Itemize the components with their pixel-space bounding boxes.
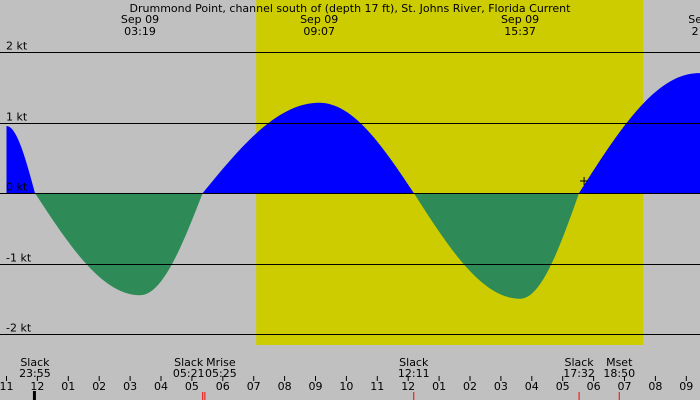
x-tick-label: 08 xyxy=(278,380,292,393)
sun-event-marker xyxy=(32,391,36,400)
x-tick-label: 07 xyxy=(618,380,632,393)
x-tick-label: 05 xyxy=(556,380,570,393)
ebb-area-1 xyxy=(34,193,203,296)
x-tick-label: 06 xyxy=(587,380,601,393)
label-layer: Drummond Point, channel south of (depth … xyxy=(0,2,700,393)
peak-time-label: 15:37 xyxy=(504,25,536,38)
x-tick-label: 09 xyxy=(679,380,693,393)
peak-date-label: Sep xyxy=(688,13,700,26)
x-tick-label: 09 xyxy=(309,380,323,393)
x-tick-label: 07 xyxy=(247,380,261,393)
grid-layer xyxy=(0,52,700,381)
x-tick-label: 01 xyxy=(61,380,75,393)
moon-event-time: 18:50 xyxy=(603,367,635,380)
moon-event-label: Mrise xyxy=(206,356,236,369)
flood-area-4 xyxy=(579,73,700,193)
y-tick-label: -2 kt xyxy=(6,322,32,335)
y-tick-label: 1 kt xyxy=(6,111,28,124)
chart-title: Drummond Point, channel south of (depth … xyxy=(130,2,572,15)
x-tick-label: 04 xyxy=(525,380,539,393)
slack-event-label: Slack xyxy=(20,356,50,369)
slack-event-label: Slack xyxy=(399,356,429,369)
x-tick-label: 02 xyxy=(92,380,106,393)
current-area-layer xyxy=(6,73,700,299)
peak-date-label: Sep 09 xyxy=(501,13,539,26)
x-tick-label: 11 xyxy=(0,380,14,393)
x-tick-label: 02 xyxy=(463,380,477,393)
x-tick-label: 12 xyxy=(401,380,415,393)
x-tick-label: 06 xyxy=(216,380,230,393)
slack-event-time: 17:32 xyxy=(563,367,595,380)
peak-time-label: 03:19 xyxy=(124,25,156,38)
y-tick-label: -1 kt xyxy=(6,252,32,265)
slack-event-time: 05:21 xyxy=(173,367,205,380)
flood-area-2 xyxy=(202,102,414,193)
marker-layer xyxy=(32,177,620,400)
moon-event-label: Mset xyxy=(606,356,633,369)
slack-event-label: Slack xyxy=(564,356,594,369)
y-tick-label: 2 kt xyxy=(6,40,28,53)
peak-time-label: 09:07 xyxy=(303,25,335,38)
slack-event-time: 12:11 xyxy=(398,367,430,380)
slack-event-time: 23:55 xyxy=(19,367,51,380)
x-tick-label: 01 xyxy=(432,380,446,393)
peak-date-label: Sep 09 xyxy=(300,13,338,26)
x-tick-label: 03 xyxy=(123,380,137,393)
x-tick-label: 05 xyxy=(185,380,199,393)
slack-event-label: Slack xyxy=(174,356,204,369)
x-tick-label: 03 xyxy=(494,380,508,393)
x-tick-label: 10 xyxy=(339,380,353,393)
ebb-area-3 xyxy=(413,193,580,299)
x-tick-label: 12 xyxy=(30,380,44,393)
moon-event-time: 05:25 xyxy=(205,367,237,380)
peak-date-label: Sep 09 xyxy=(121,13,159,26)
y-tick-label: 0 kt xyxy=(6,181,28,194)
flood-area-0 xyxy=(6,126,35,193)
x-tick-label: 11 xyxy=(370,380,384,393)
peak-time-label: 21 xyxy=(692,25,700,38)
x-tick-label: 04 xyxy=(154,380,168,393)
x-tick-label: 08 xyxy=(648,380,662,393)
